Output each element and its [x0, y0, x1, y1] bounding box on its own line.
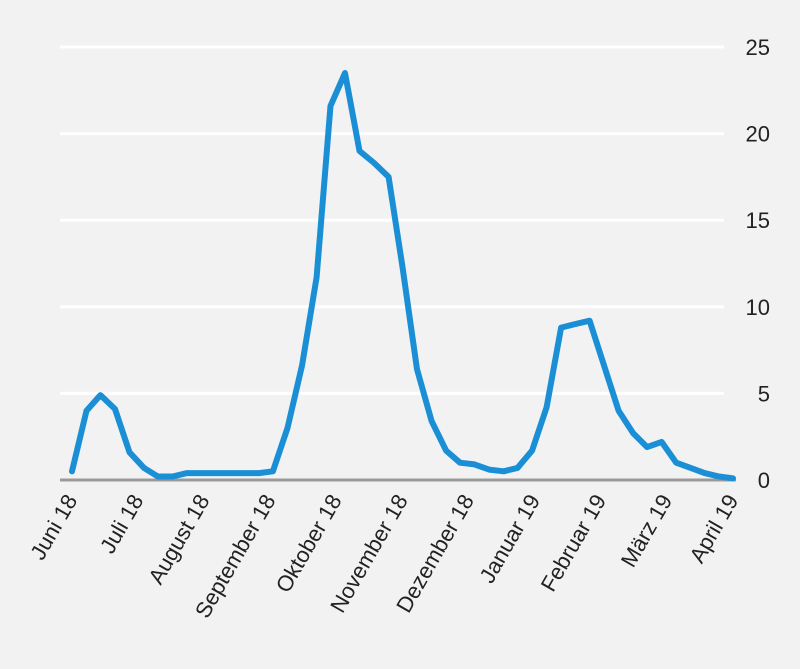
y-tick-labels: 0 5 10 15 20 25 [746, 35, 770, 493]
y-tick-label-15: 15 [746, 208, 770, 233]
y-tick-label-25: 25 [746, 35, 770, 60]
x-tick-label-4: Oktober 18 [271, 490, 347, 597]
x-tick-label-2: August 18 [143, 490, 214, 588]
x-tick-label-9: März 19 [616, 490, 677, 571]
x-tick-label-8: Februar 19 [536, 490, 611, 596]
y-tick-label-20: 20 [746, 122, 770, 147]
y-tick-label-0: 0 [758, 468, 770, 493]
x-tick-label-10: April 19 [684, 490, 743, 567]
x-tick-label-0: Juni 18 [25, 490, 82, 564]
grid-lines [60, 45, 724, 395]
y-tick-label-5: 5 [758, 381, 770, 406]
series-lines [69, 70, 736, 482]
x-tick-label-7: Januar 19 [474, 490, 545, 587]
x-tick-label-1: Juli 18 [95, 490, 148, 558]
y-tick-label-10: 10 [746, 295, 770, 320]
series-line-0 [69, 70, 736, 482]
